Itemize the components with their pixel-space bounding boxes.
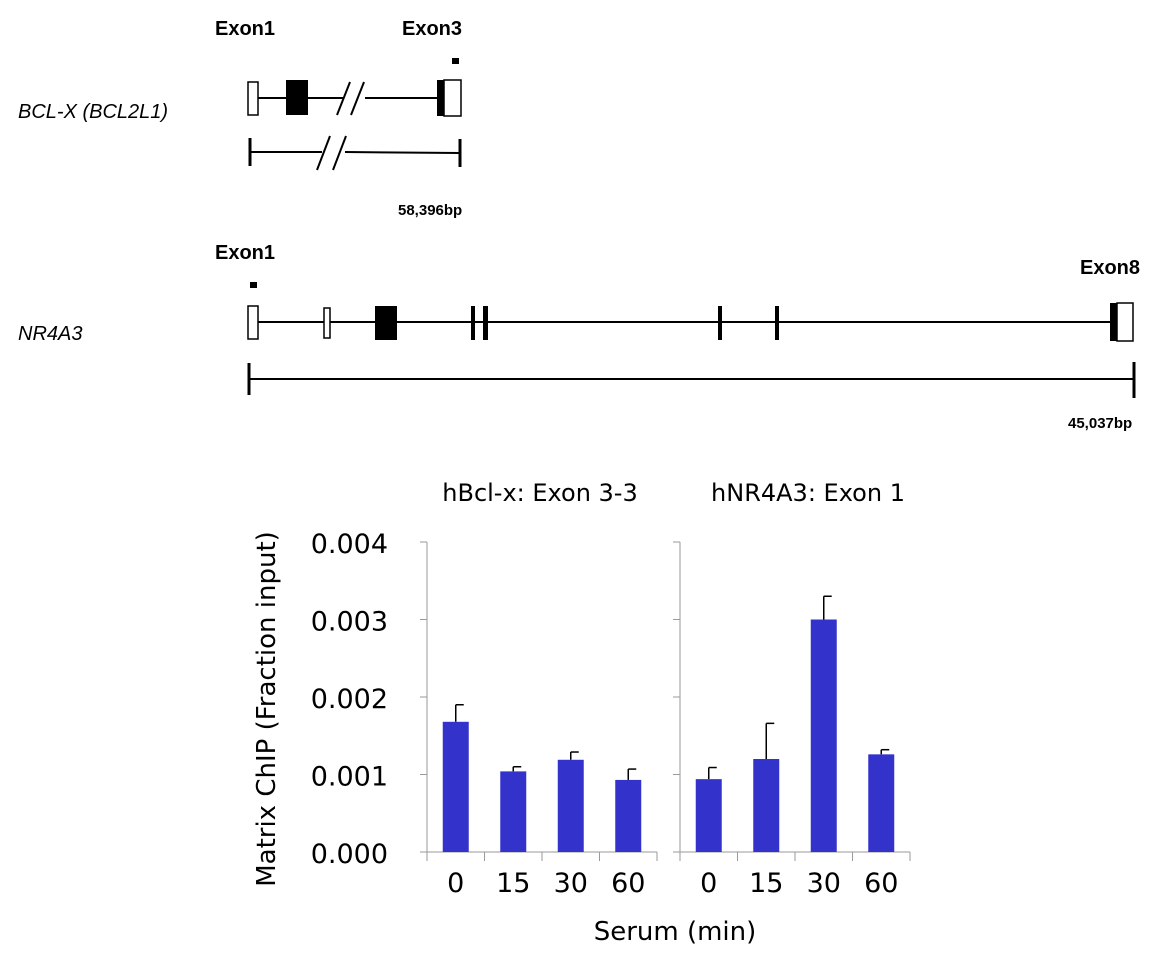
- x-tick-label: 60: [611, 868, 645, 899]
- nr4a3-length-label: 45,037bp: [1068, 415, 1132, 432]
- nr4a3-exon6: [718, 306, 722, 340]
- panel-title-bclx: hBcl-x: Exon 3-3: [442, 479, 637, 507]
- nr4a3-exon8-utr: [1116, 302, 1134, 342]
- y-tick-label: 0.001: [311, 762, 388, 793]
- y-tick-label: 0.004: [311, 529, 388, 560]
- panel-title-nr4a3: hNR4A3: Exon 1: [711, 479, 905, 507]
- bclx-exon3-coding: [437, 80, 444, 116]
- x-tick-label: 60: [864, 868, 898, 899]
- chip-bar-chart: Matrix ChIP (Fraction input) Serum (min)…: [252, 479, 911, 947]
- nr4a3-exon1: [247, 305, 259, 340]
- nr4a3-exon5: [483, 306, 488, 340]
- nr4a3-exon-left-label: Exon1: [215, 242, 275, 264]
- nr4a3-exon-right-label: Exon8: [1080, 257, 1140, 279]
- x-tick-label: 30: [554, 868, 588, 899]
- nr4a3-exon8-coding: [1110, 303, 1117, 341]
- gene-diagram-bclx: Exon1 Exon3 BCL-X (BCL2L1) 58,396bp: [18, 18, 462, 219]
- nr4a3-exon4: [471, 306, 475, 340]
- bar: [695, 779, 722, 852]
- y-axis-label: Matrix ChIP (Fraction input): [252, 531, 282, 887]
- x-tick-label: 0: [447, 868, 464, 899]
- x-tick-label: 30: [807, 868, 841, 899]
- nr4a3-exon2: [323, 307, 331, 339]
- x-tick-label: 15: [496, 868, 530, 899]
- chart-panel: 0 15 30 60: [420, 541, 658, 899]
- bclx-length-label: 58,396bp: [398, 202, 462, 219]
- bclx-exon2: [286, 80, 308, 115]
- bclx-scale-break-2: [332, 135, 347, 171]
- bclx-exon1: [247, 81, 259, 116]
- bclx-gene-name: BCL-X (BCL2L1): [18, 101, 168, 123]
- nr4a3-probe-marker: [250, 282, 257, 288]
- bar: [442, 721, 469, 852]
- bar: [615, 779, 642, 852]
- x-tick-label: 0: [700, 868, 717, 899]
- y-tick-label: 0.003: [311, 607, 388, 638]
- bar: [753, 759, 780, 852]
- bclx-break-mark: [336, 81, 351, 116]
- bar: [868, 754, 895, 852]
- nr4a3-exon3: [375, 306, 397, 340]
- nr4a3-gene-name: NR4A3: [18, 323, 82, 345]
- bclx-scale-bar-2: [344, 151, 461, 154]
- bclx-exon-left-label: Exon1: [215, 18, 275, 40]
- bar: [557, 759, 584, 852]
- nr4a3-exon7: [775, 306, 779, 340]
- y-tick-label: 0.002: [311, 684, 388, 715]
- chart-panel: 0 15 30 60: [673, 541, 911, 899]
- bclx-exon3-utr: [443, 79, 462, 117]
- bclx-break-mark-2: [350, 81, 365, 116]
- bclx-probe-marker: [452, 58, 459, 64]
- x-tick-label: 15: [749, 868, 783, 899]
- bclx-exon-right-label: Exon3: [402, 18, 462, 40]
- gene-diagram-nr4a3: Exon1 Exon8 NR4A3 45,037bp: [18, 242, 1140, 432]
- bclx-scale-break: [316, 135, 331, 171]
- bar: [500, 771, 527, 852]
- bar: [810, 619, 837, 852]
- y-tick-label: 0.000: [311, 839, 388, 870]
- x-axis-label: Serum (min): [594, 917, 757, 947]
